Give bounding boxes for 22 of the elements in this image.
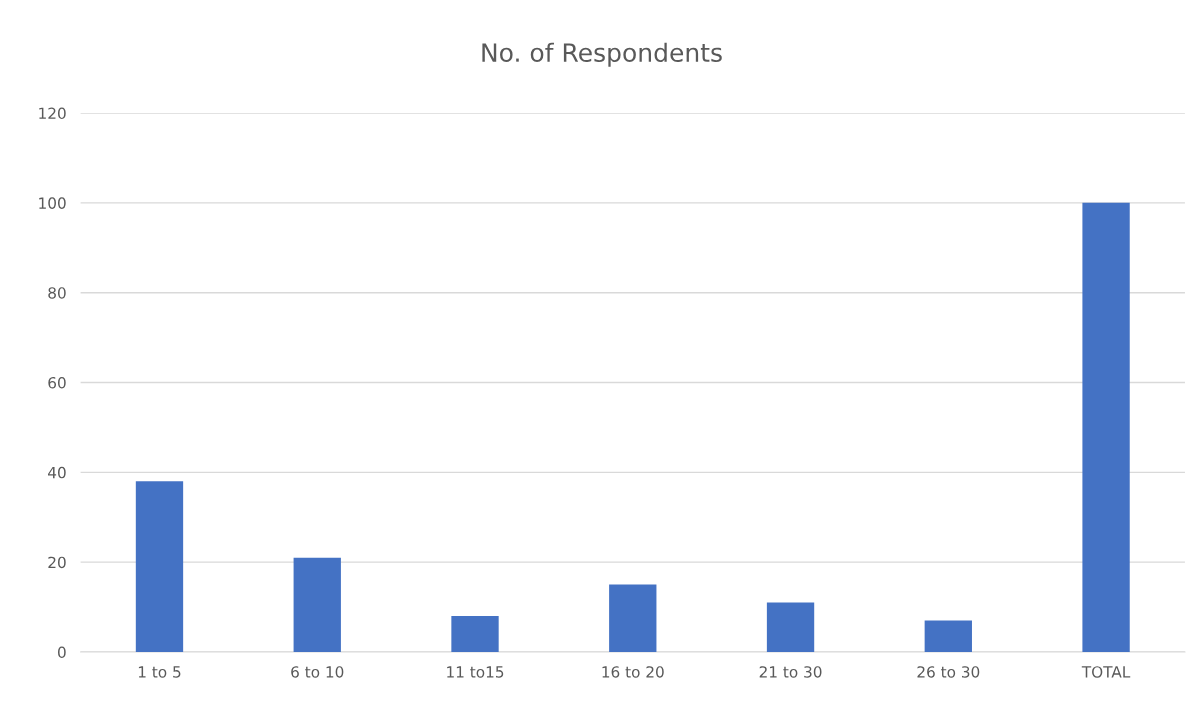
bar [451,616,499,652]
chart-title: No. of Respondents [482,42,722,67]
x-tick-label: 26 to 30 [917,666,980,678]
x-tick-label: 16 to 20 [602,666,664,678]
x-tick-label: 6 to 10 [291,666,344,678]
y-tick-label: 120 [39,107,66,120]
x-tick-label: 11 to15 [447,666,504,678]
y-tick-label: 80 [48,287,66,299]
y-tick-label: 0 [58,646,66,659]
x-tick-label: 21 to 30 [759,666,822,678]
bar [924,620,972,652]
y-tick-label: 60 [48,376,66,389]
x-tick-label: TOTAL [1081,666,1131,678]
x-tick-label: 1 to 5 [138,666,181,678]
bar [135,481,184,652]
y-tick-label: 40 [48,466,66,479]
bar [1082,202,1130,652]
bar [766,602,815,652]
bar [293,557,341,652]
bar [609,584,657,652]
y-tick-label: 20 [48,556,66,569]
y-tick-label: 100 [39,197,66,209]
